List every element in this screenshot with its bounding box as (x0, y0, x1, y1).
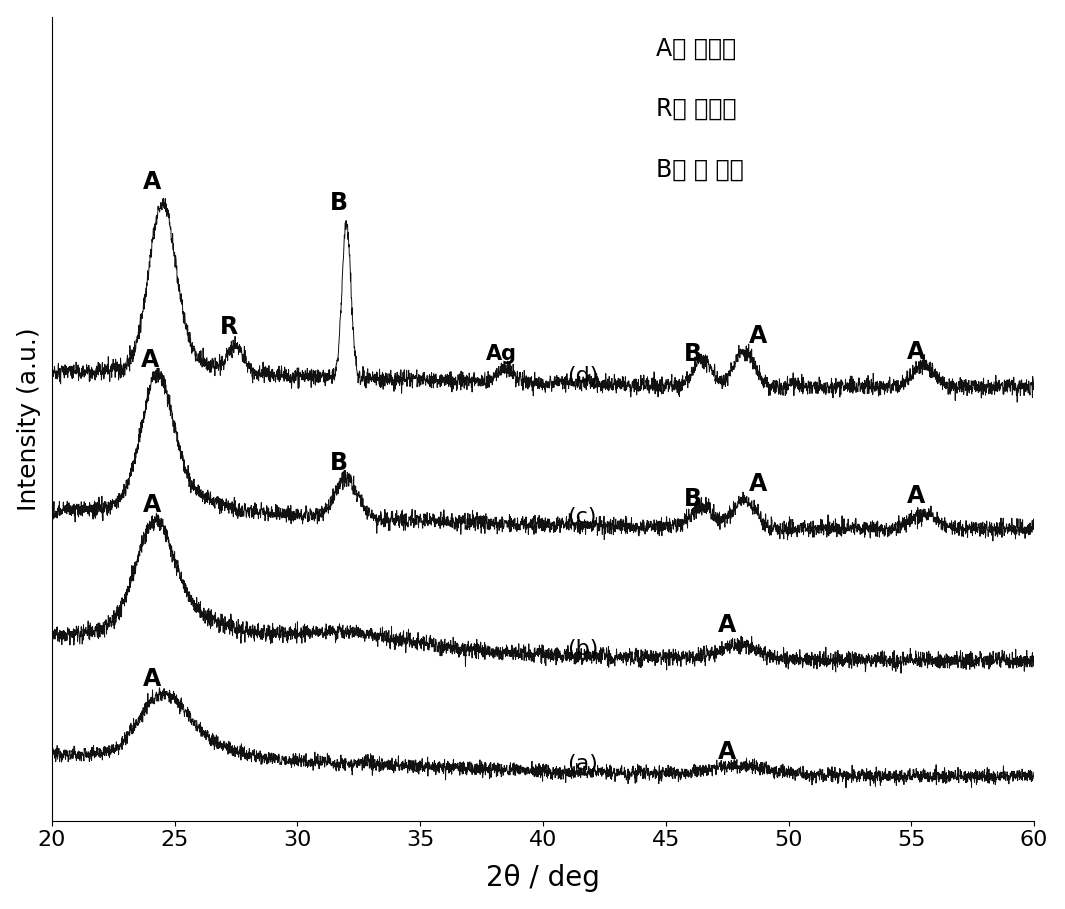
Text: A： 锐钓矿: A： 锐钓矿 (656, 36, 736, 61)
Text: A: A (144, 170, 162, 195)
Text: A: A (141, 348, 159, 373)
Text: R: R (219, 315, 237, 339)
Text: (d): (d) (568, 365, 599, 385)
Text: B: B (684, 342, 702, 366)
Y-axis label: Intensity (a.u.): Intensity (a.u.) (17, 327, 40, 511)
Text: (c): (c) (568, 507, 597, 527)
X-axis label: 2θ / deg: 2θ / deg (486, 864, 600, 893)
Text: A: A (907, 340, 925, 365)
Text: A: A (907, 484, 925, 507)
Text: A: A (144, 493, 162, 516)
Text: A: A (144, 667, 162, 691)
Text: B: B (684, 487, 702, 511)
Text: Ag: Ag (486, 344, 517, 364)
Text: R： 金红石: R： 金红石 (656, 97, 736, 121)
Text: A: A (718, 613, 736, 637)
Text: B： 板 钓矿: B： 板 钓矿 (656, 157, 743, 182)
Text: A: A (750, 325, 768, 348)
Text: (a): (a) (568, 754, 599, 774)
Text: B: B (330, 191, 348, 215)
Text: B: B (330, 451, 348, 474)
Text: (b): (b) (568, 639, 599, 659)
Text: A: A (718, 740, 736, 764)
Text: A: A (750, 473, 768, 496)
